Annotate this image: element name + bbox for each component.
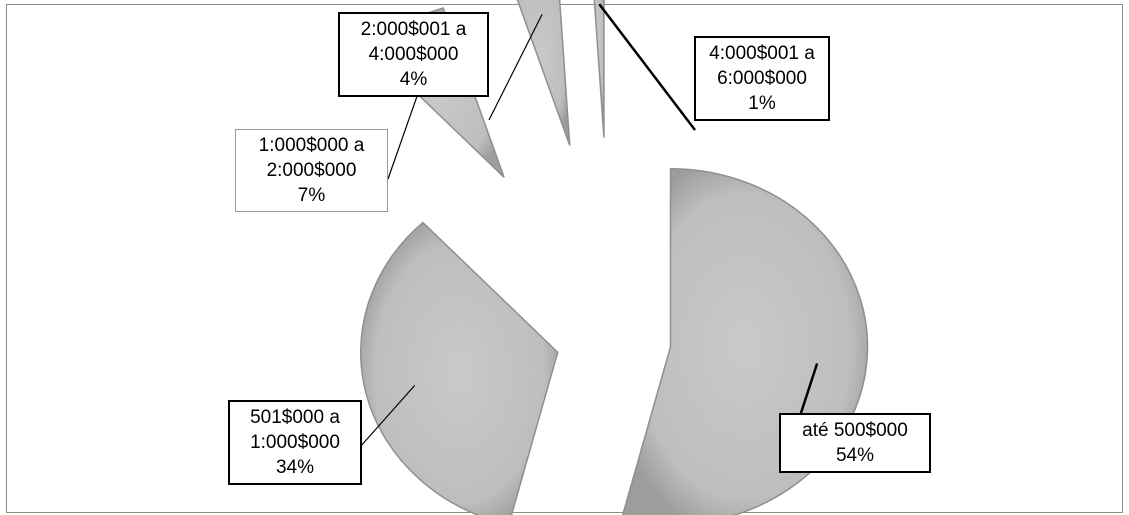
pie-slice-3 <box>516 0 571 146</box>
slice-label-1-percent: 34% <box>275 457 315 478</box>
slice-label-2-line2: 2:000$000 <box>266 160 357 181</box>
slice-label-4-percent: 1% <box>748 93 776 114</box>
slice-label-2: 1:000$000 a 2:000$000 7% <box>235 129 388 212</box>
pie-slice-4 <box>593 0 605 138</box>
leader-line-4 <box>598 3 696 131</box>
slice-label-3-percent: 4% <box>399 69 428 90</box>
slice-label-4-line2: 6:000$000 <box>717 68 807 89</box>
slice-label-4: 4:000$001 a 6:000$000 1% <box>694 36 830 121</box>
slice-label-0-percent: 54% <box>835 445 875 466</box>
leader-line-0 <box>798 363 819 417</box>
slice-label-0-line1: até 500$000 <box>802 420 908 441</box>
slice-label-2-line1: 1:000$000 a <box>258 135 365 156</box>
slice-label-1-line1: 501$000 a <box>250 407 340 428</box>
slice-label-1-line2: 1:000$000 <box>250 432 340 453</box>
leader-line-3 <box>488 14 543 121</box>
slice-label-3-line1: 2:000$001 a <box>360 19 467 40</box>
slice-label-0: até 500$000 54% <box>779 413 931 473</box>
slice-label-4-line1: 4:000$001 a <box>709 43 815 64</box>
pie-slice-1 <box>359 221 559 515</box>
slice-label-2-percent: 7% <box>297 185 326 206</box>
slice-label-3-line2: 4:000$000 <box>368 44 459 65</box>
slice-label-1: 501$000 a 1:000$000 34% <box>228 400 362 485</box>
leader-line-1 <box>359 385 416 448</box>
slice-label-3: 2:000$001 a 4:000$000 4% <box>338 12 489 97</box>
